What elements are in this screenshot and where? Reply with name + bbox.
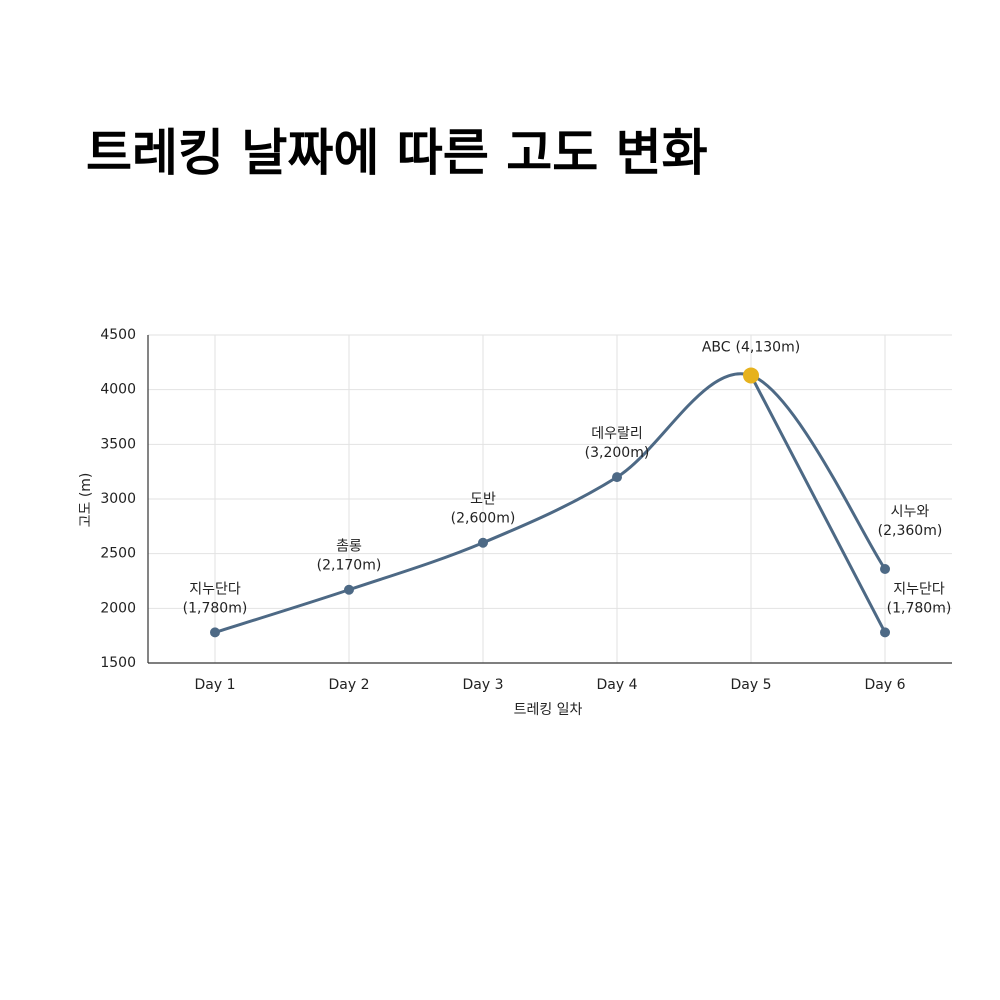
y-tick-label: 3000 xyxy=(100,491,136,507)
y-tick-label: 2000 xyxy=(100,600,136,616)
point-name: ABC xyxy=(702,339,731,355)
point-name: 시누와 xyxy=(891,504,930,520)
chart-title: 트레킹 날짜에 따른 고도 변화 xyxy=(86,124,708,182)
point-name: 지누단다 xyxy=(893,581,945,597)
point xyxy=(210,627,220,638)
point-name: 도반 xyxy=(470,492,496,508)
x-axis-label: 트레킹 일차 xyxy=(514,702,583,718)
value-label: (2,170m) xyxy=(317,558,382,574)
point xyxy=(880,563,890,574)
value-label: (3,200m) xyxy=(585,445,650,461)
point xyxy=(880,627,890,638)
line xyxy=(214,372,887,634)
y-tick-label: 2500 xyxy=(100,546,136,562)
x-tick-label: Day 1 xyxy=(194,677,235,693)
y-tick-label: 1500 xyxy=(100,655,136,671)
line xyxy=(749,374,887,634)
value-label: (1,780m) xyxy=(887,600,952,616)
x-tick-label: Day 3 xyxy=(462,677,503,693)
value-label: (4,130m) xyxy=(736,339,801,355)
y-axis-label: 고도 (m) xyxy=(78,473,94,528)
point xyxy=(612,472,622,483)
x-tick-label: Day 2 xyxy=(328,677,369,693)
value-label: (2,600m) xyxy=(451,511,516,527)
point xyxy=(743,367,759,384)
point-name: 데우랄리 xyxy=(591,426,643,442)
y-tick-label: 4500 xyxy=(100,327,136,343)
point xyxy=(478,537,488,548)
y-tick-label: 4000 xyxy=(100,382,136,398)
point-name: 지누단다 xyxy=(189,581,241,597)
x-tick-label: Day 4 xyxy=(596,677,637,693)
x-tick-label: Day 5 xyxy=(730,677,771,693)
value-label: (2,360m) xyxy=(878,523,943,539)
y-tick-label: 3500 xyxy=(100,436,136,452)
value-label: (1,780m) xyxy=(183,600,248,616)
point-name: 촘롱 xyxy=(336,539,362,555)
point xyxy=(344,584,354,595)
x-tick-label: Day 6 xyxy=(864,677,905,693)
